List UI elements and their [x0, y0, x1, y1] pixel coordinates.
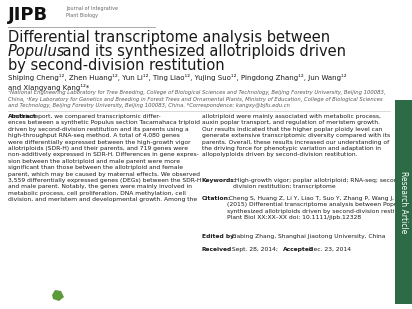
- Text: Sept. 28, 2014;: Sept. 28, 2014;: [230, 247, 280, 252]
- Text: In this report, we compared transcriptomic differ-
ences between a synthetic Pop: In this report, we compared transcriptom…: [8, 114, 201, 202]
- Text: JIPB: JIPB: [8, 6, 48, 24]
- Text: ¹National Engineering Laboratory for Tree Breeding, College of Biological Scienc: ¹National Engineering Laboratory for Tre…: [8, 90, 386, 108]
- Text: and its synthesized allotriploids driven: and its synthesized allotriploids driven: [58, 44, 346, 59]
- Text: allotriploid were mainly associated with metabolic process,
auxin poplar transpo: allotriploid were mainly associated with…: [202, 114, 390, 157]
- Text: Dabing Zhang, Shanghai Jiaotong University, China: Dabing Zhang, Shanghai Jiaotong Universi…: [230, 234, 385, 239]
- Text: Differential transcriptome analysis between: Differential transcriptome analysis betw…: [8, 30, 330, 45]
- Text: Citation:: Citation:: [202, 196, 232, 201]
- Text: Populus: Populus: [8, 44, 66, 59]
- Text: Cheng S, Huang Z, Li Y, Liao T, Suo Y, Zhang P, Wang J, Kang X
(2015) Differenti: Cheng S, Huang Z, Li Y, Liao T, Suo Y, Z…: [227, 196, 412, 220]
- Text: by second-division restitution: by second-division restitution: [8, 58, 225, 73]
- Polygon shape: [52, 290, 64, 301]
- Bar: [395, 100, 412, 304]
- Text: Edited by:: Edited by:: [202, 234, 236, 239]
- Text: Shiping Cheng¹², Zhen Huang¹², Yun Li¹², Ting Liao¹², Yujing Suo¹², Pingdong Zha: Shiping Cheng¹², Zhen Huang¹², Yun Li¹²,…: [8, 74, 346, 91]
- Text: Dec. 23, 2014: Dec. 23, 2014: [307, 247, 351, 252]
- Text: Accepted: Accepted: [283, 247, 314, 252]
- Text: Keywords:: Keywords:: [202, 178, 237, 183]
- Text: Received: Received: [202, 247, 232, 252]
- Text: Research Article: Research Article: [399, 171, 408, 233]
- Text: Journal of Integrative
Plant Biology: Journal of Integrative Plant Biology: [66, 6, 118, 18]
- Text: Abstract: Abstract: [8, 114, 37, 119]
- Text: High-growth vigor; poplar allotriploid; RNA-seq; second-
division restitution; t: High-growth vigor; poplar allotriploid; …: [233, 178, 403, 189]
